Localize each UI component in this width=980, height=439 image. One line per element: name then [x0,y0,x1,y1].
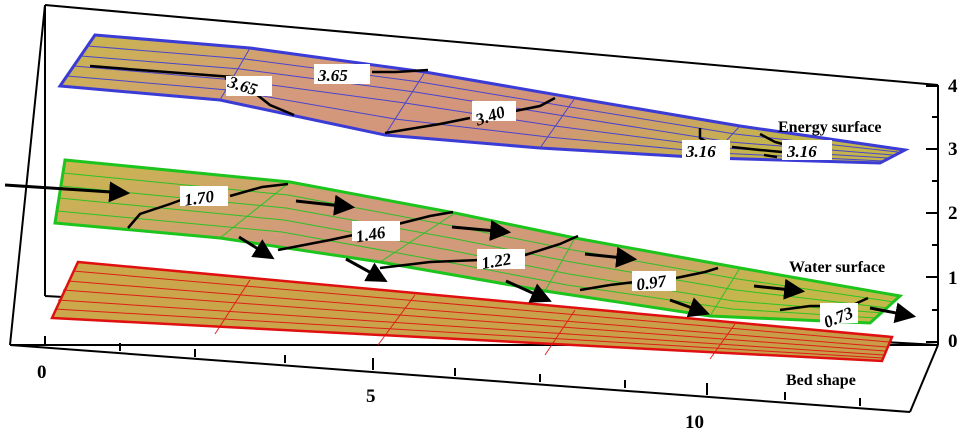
x-axis-ticks [44,336,861,406]
z-tick-label: 1 [948,268,958,289]
contour-label: 3.16 [786,142,817,161]
contour-label: 1.70 [183,187,216,210]
x-tick-label: 10 [685,412,704,433]
contour-label: 3.16 [685,142,716,161]
water-contour-labels: 1.70 1.46 1.22 0.97 0.73 [180,186,858,332]
z-tick-label: 4 [948,76,958,97]
bed-surface [50,260,894,363]
z-tick-label: 0 [948,331,958,352]
z-axis-ticks [926,85,938,343]
water-surface-label: Water surface [789,259,885,276]
energy-contour-labels: 3.65 3.65 3.40 3.16 3.16 [225,64,832,161]
energy-surface-label: Energy surface [778,119,882,136]
contour-label: 0.97 [635,271,669,294]
z-tick-label: 2 [948,203,958,224]
x-tick-label: 0 [37,362,47,383]
contour-label: 1.22 [480,249,513,273]
contour-label: 1.46 [354,222,387,246]
contour-label: 3.65 [317,66,348,85]
water-surface [4,158,917,325]
bed-shape-label: Bed shape [786,372,856,389]
energy-surface [57,33,910,165]
x-tick-label: 5 [366,386,376,407]
z-tick-label: 3 [948,139,958,160]
velocity-arrows [4,181,917,324]
